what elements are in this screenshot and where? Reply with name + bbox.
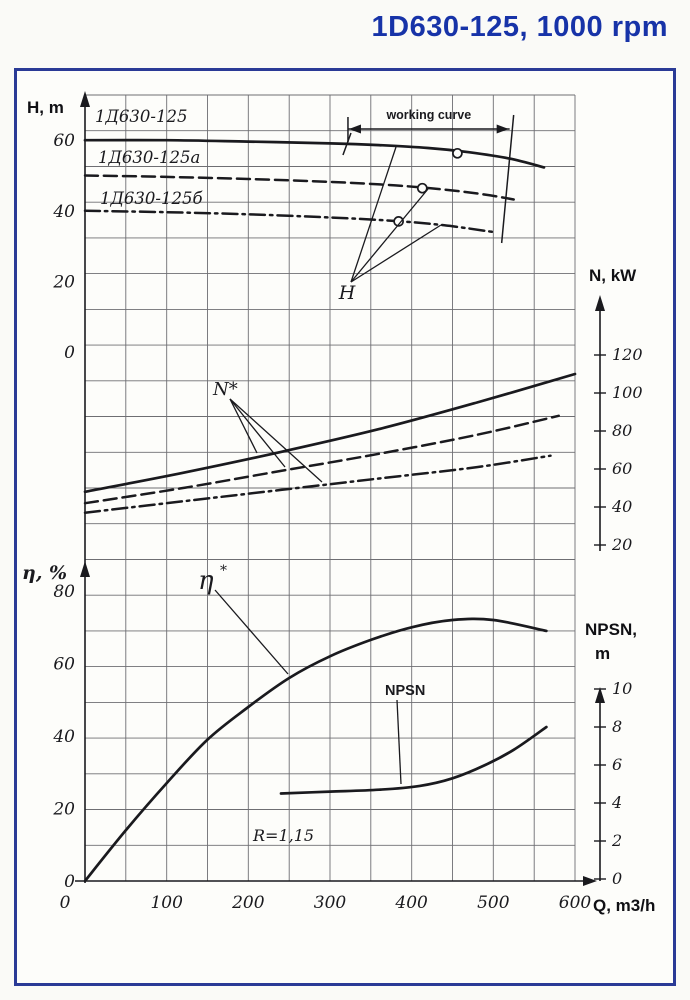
axes — [75, 91, 605, 886]
x-tick-label: 400 — [394, 893, 428, 913]
marker-h-1d630-125b — [393, 216, 404, 227]
curve-name-labels: 1Д630-125 1Д630-125а 1Д630-125б — [95, 107, 203, 208]
n-tick-label: 80 — [612, 421, 632, 440]
n-tick-label: 100 — [612, 383, 643, 402]
working-curve-right-bar — [500, 114, 515, 244]
n-tick-label: 20 — [611, 535, 632, 554]
npsn-tick-label: 10 — [612, 679, 632, 698]
annotations: working curve H N* η * NPSN R=1,15 — [198, 108, 515, 845]
eta-axis-arrow — [80, 561, 90, 577]
axis-titles: H, m η, % N, kW NPSN, m Q, m3/h — [22, 98, 655, 915]
x-tick-label: 200 — [231, 893, 265, 913]
q-axis-title: Q, m3/h — [593, 896, 655, 915]
h-leader-line — [350, 146, 397, 283]
h-tick-label: 0 — [64, 343, 75, 363]
eta-tick-label: 20 — [52, 800, 75, 820]
curves — [83, 138, 577, 883]
npsn-leader-line — [396, 699, 402, 785]
leader-lines — [214, 146, 442, 785]
x-tick-label: 300 — [314, 893, 347, 913]
curve-h-1d630-125b — [83, 209, 495, 234]
working-curve-left-slash — [342, 132, 352, 156]
n-tick-label: 60 — [612, 459, 632, 478]
n-leader-line — [229, 398, 258, 454]
n-axis-arrow — [595, 295, 605, 311]
h-leader-line — [350, 188, 429, 283]
eta-tick-label: 40 — [52, 727, 75, 747]
curve-h-1d630-125a — [83, 174, 515, 201]
working-curve-arrow-right — [496, 124, 509, 134]
marker-h-1d630-125 — [452, 147, 463, 159]
x-tick-label: 100 — [150, 893, 183, 913]
h-axis-title: H, m — [27, 98, 64, 117]
eta-tick-label: 0 — [64, 872, 75, 892]
h-tick-label: 60 — [53, 131, 75, 151]
curve-h-1d630-125 — [83, 138, 546, 169]
r-coefficient-label: R=1,15 — [252, 826, 314, 845]
h-axis-arrow — [80, 91, 90, 107]
h-tick-label: 20 — [52, 272, 75, 292]
npsn-curve-label: NPSN — [385, 683, 425, 699]
working-curve-label: working curve — [385, 108, 471, 122]
grid — [84, 94, 576, 882]
eta-curve-label-star: * — [220, 563, 227, 579]
npsn-axis-title: NPSN, — [585, 620, 637, 639]
n-leader-line — [229, 398, 286, 468]
h-curves-label: H — [338, 282, 356, 304]
npsn-tick-label: 8 — [612, 717, 622, 736]
h-leader-line — [350, 224, 442, 283]
working-curve-range: working curve — [342, 108, 515, 244]
curve-name-h-1d630-125: 1Д630-125 — [95, 107, 187, 126]
n-tick-label: 120 — [612, 345, 643, 364]
npsn-tick-label: 6 — [612, 755, 622, 774]
eta-axis-title: η, % — [22, 562, 67, 584]
x-tick-label: 600 — [559, 893, 592, 913]
page-title: 1D630-125, 1000 rpm — [371, 11, 668, 43]
npsn-axis-arrow — [595, 687, 605, 703]
x-tick-label: 0 — [60, 893, 71, 913]
curve-n-1d630-125a — [83, 414, 560, 505]
n-curves-label: N* — [212, 379, 238, 400]
working-curve-arrow-left — [348, 124, 361, 134]
eta-tick-label: 60 — [53, 655, 75, 675]
npsn-tick-label: 0 — [612, 869, 622, 888]
h-tick-label: 40 — [52, 202, 75, 222]
n-tick-label: 40 — [611, 497, 632, 516]
x-axis-arrow — [583, 876, 597, 886]
chart-frame: 0 20 40 60 0 20 40 60 80 20 40 60 80 100 120 0 2 4 6 8 10 0 10… — [14, 68, 676, 986]
npsn-axis-title-unit: m — [595, 644, 610, 663]
curve-n-1d630-125b — [83, 454, 552, 514]
curve-name-h-1d630-125a: 1Д630-125а — [98, 148, 200, 167]
x-tick-label: 500 — [477, 893, 510, 913]
npsn-tick-label: 2 — [611, 831, 622, 850]
eta-tick-label: 80 — [53, 582, 75, 602]
curve-name-h-1d630-125b: 1Д630-125б — [100, 189, 203, 208]
n-axis-title: N, kW — [589, 266, 637, 285]
curve-eta — [83, 617, 548, 883]
curve-n-1d630-125 — [83, 372, 577, 494]
npsn-tick-label: 4 — [611, 793, 622, 812]
eta-leader-line — [214, 589, 289, 675]
n-leader-line — [229, 398, 323, 483]
curve-npsn — [279, 725, 548, 795]
eta-curve-label: η — [198, 566, 214, 596]
marker-h-1d630-125a — [416, 182, 428, 194]
